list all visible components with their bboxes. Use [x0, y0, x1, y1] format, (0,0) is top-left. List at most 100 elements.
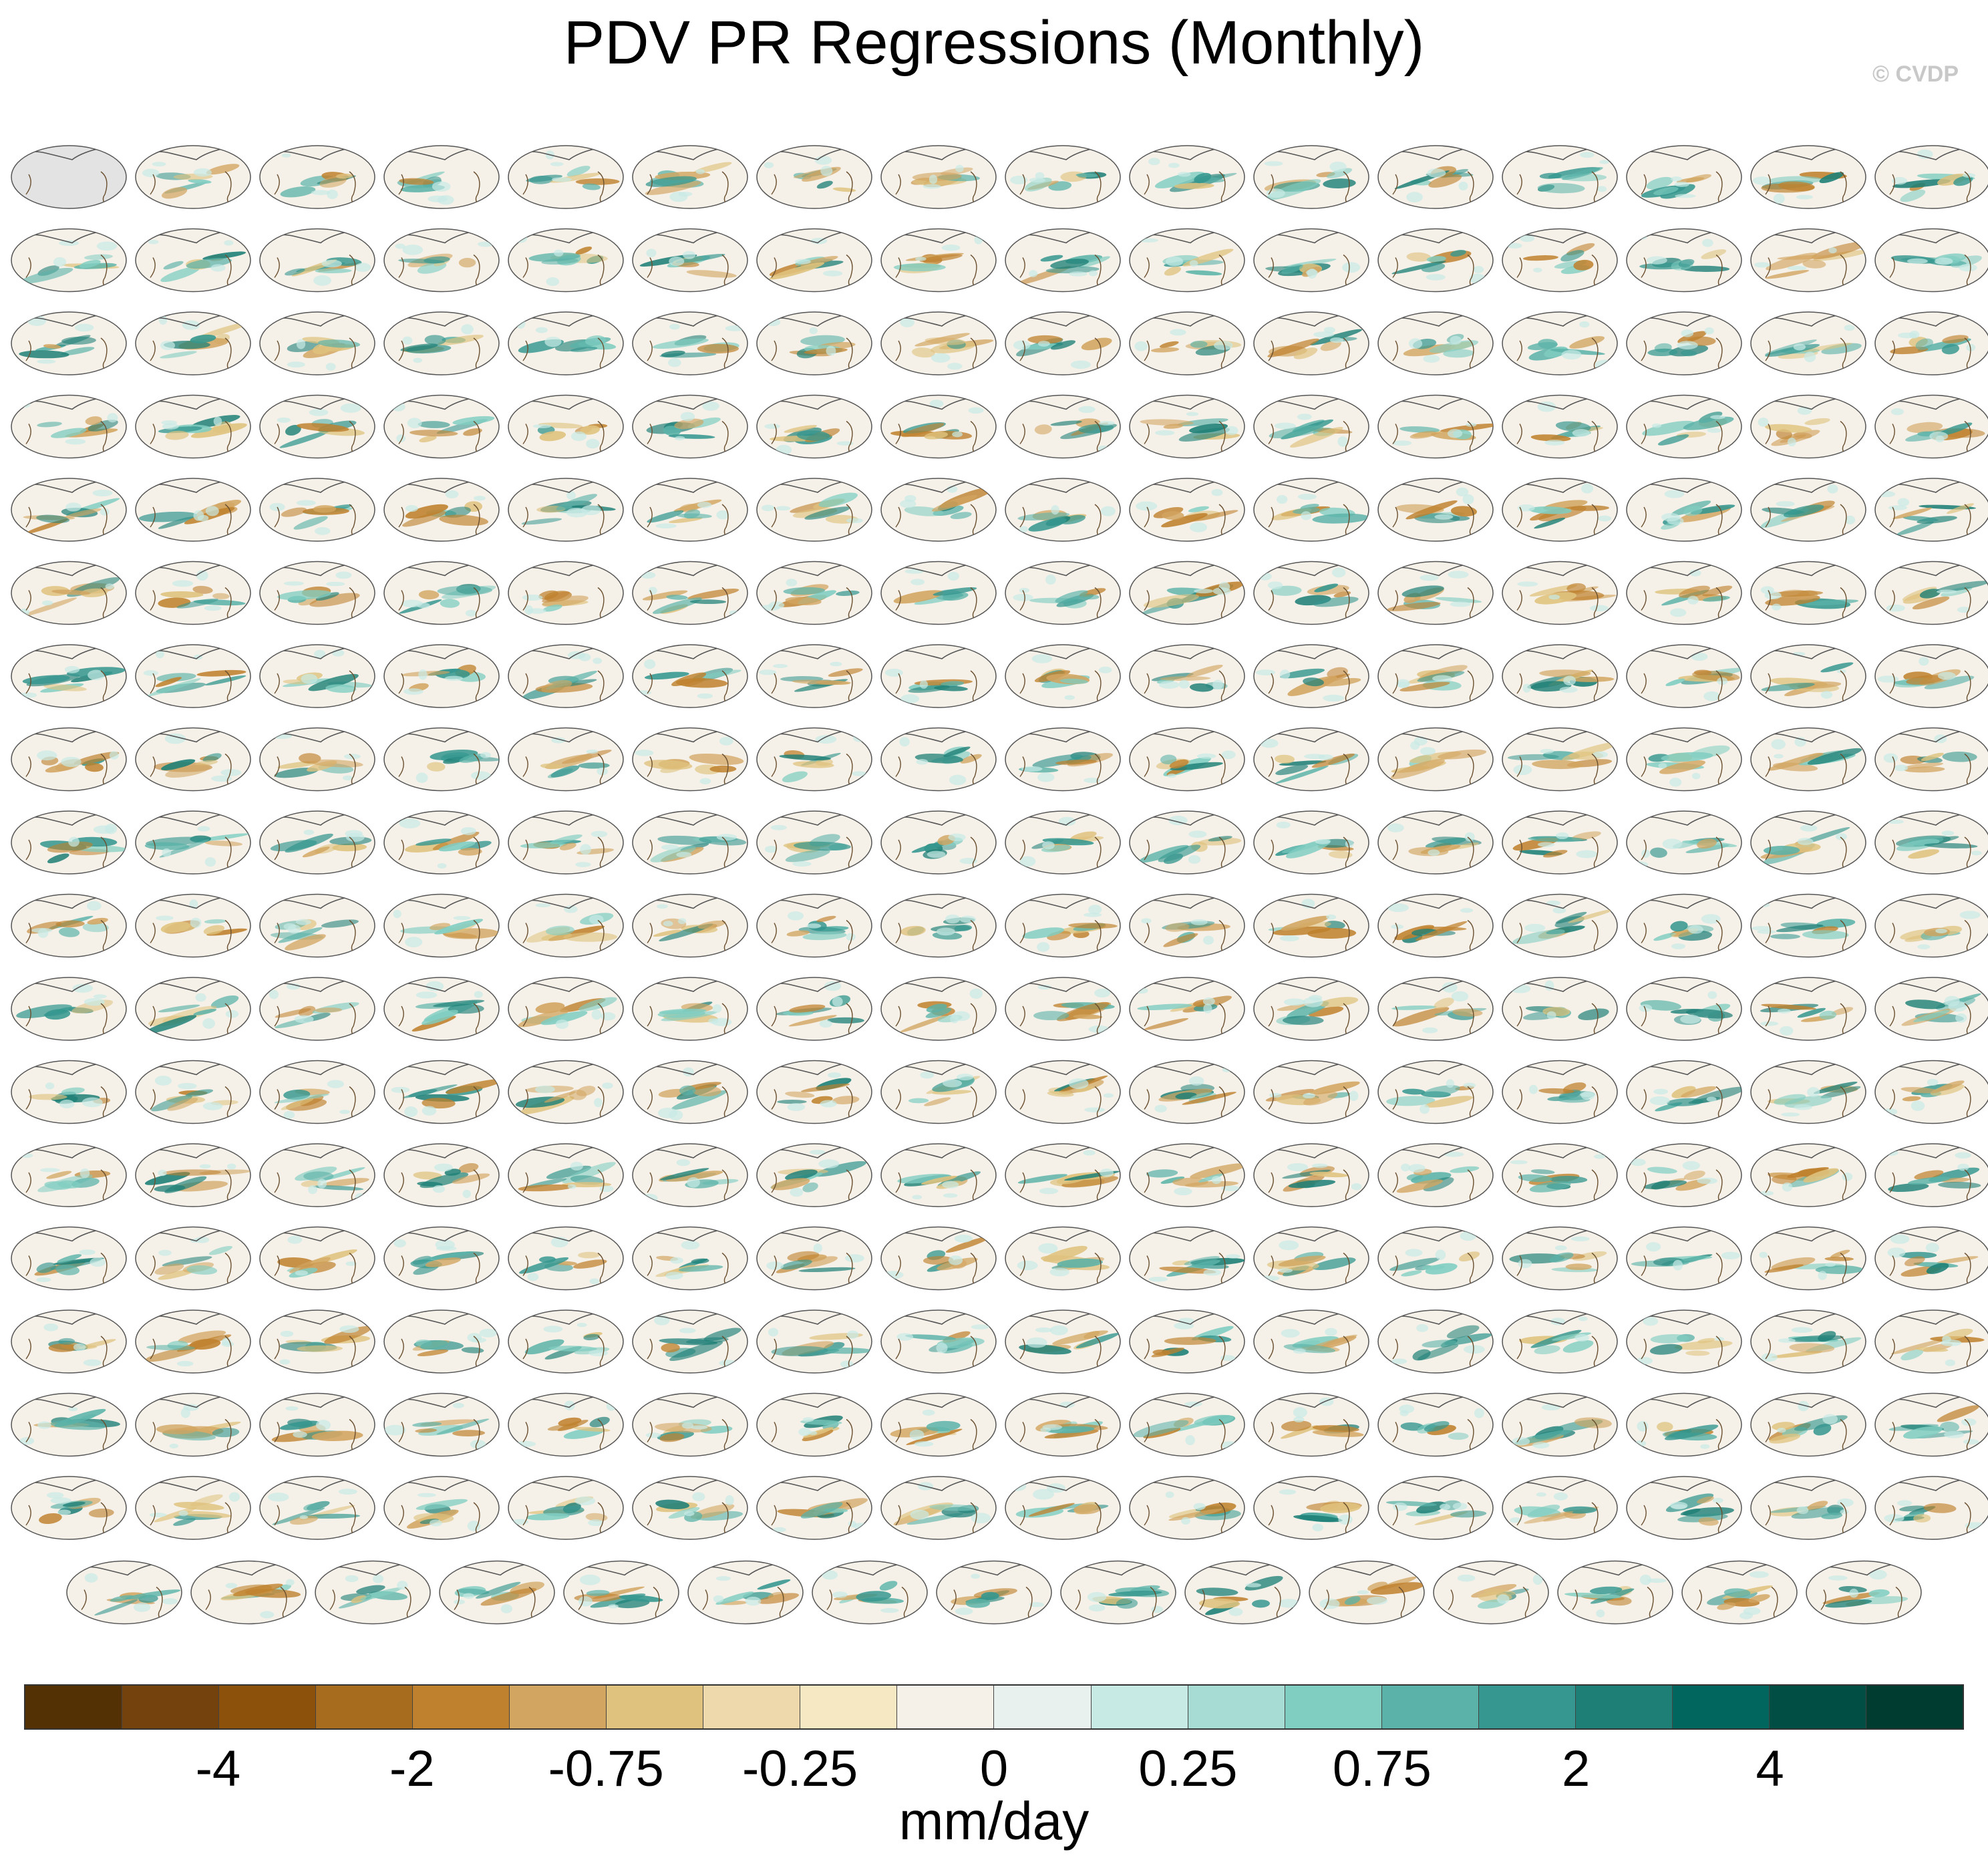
- map-panel: [1874, 977, 1988, 1041]
- map-panel: [383, 1060, 500, 1124]
- map-panel: [632, 977, 748, 1041]
- map-panel: [1626, 1226, 1742, 1291]
- map-panel: [1377, 644, 1494, 708]
- map-panel: [1750, 727, 1866, 792]
- colorbar-tick-label: 0.75: [1332, 1740, 1432, 1797]
- map-panel: [1626, 727, 1742, 792]
- map-panel: [1005, 478, 1121, 542]
- colorbar-swatch: [1575, 1686, 1673, 1728]
- map-panel: [1502, 1060, 1618, 1124]
- map-panel: [1557, 1560, 1673, 1625]
- map-panel: [1626, 478, 1742, 542]
- map-panel: [756, 394, 872, 459]
- map-panel: [135, 561, 251, 625]
- colorbar-swatch: [1285, 1686, 1382, 1728]
- map-panel: [11, 977, 127, 1041]
- colorbar-tick-label: 4: [1756, 1740, 1784, 1797]
- map-panel: [1874, 311, 1988, 375]
- map-panel: [1129, 394, 1245, 459]
- map-panel: [687, 1560, 804, 1625]
- map-panel: [11, 478, 127, 542]
- map-panel: [508, 644, 624, 708]
- map-panel: [259, 394, 375, 459]
- map-panel: [508, 1476, 624, 1540]
- map-panel: [1253, 977, 1369, 1041]
- map-panel: [135, 478, 251, 542]
- map-panel: [135, 1226, 251, 1291]
- map-panel: [1377, 145, 1494, 209]
- map-panel: [259, 1392, 375, 1457]
- map-panel: [1502, 727, 1618, 792]
- colorbar-tick-label: -4: [195, 1740, 241, 1797]
- map-panel: [1377, 893, 1494, 958]
- map-panel: [508, 893, 624, 958]
- map-panel: [1502, 561, 1618, 625]
- map-panel: [1129, 478, 1245, 542]
- colorbar-tick-label: 0: [979, 1740, 1009, 1797]
- map-panel: [383, 1226, 500, 1291]
- map-panel: [259, 644, 375, 708]
- map-panel: [1502, 977, 1618, 1041]
- map-panel: [936, 1560, 1052, 1625]
- map-panel: [11, 1143, 127, 1207]
- map-panel: [1129, 228, 1245, 293]
- map-panel: [1750, 1060, 1866, 1124]
- map-panel: [1874, 893, 1988, 958]
- map-panel: [1005, 561, 1121, 625]
- map-panel: [383, 644, 500, 708]
- map-panel: [756, 977, 872, 1041]
- map-panel: [135, 893, 251, 958]
- map-panel: [1681, 1560, 1798, 1625]
- map-panel: [1253, 1143, 1369, 1207]
- map-panel: [259, 727, 375, 792]
- map-panel: [880, 1309, 997, 1374]
- map-panel: [1502, 1476, 1618, 1540]
- map-panel: [880, 977, 997, 1041]
- map-panel: [1005, 1143, 1121, 1207]
- map-panel: [383, 311, 500, 375]
- map-panel: [880, 1476, 997, 1540]
- map-panel: [383, 145, 500, 209]
- map-panel: [259, 228, 375, 293]
- map-panel: [632, 561, 748, 625]
- map-panel: [135, 1309, 251, 1374]
- map-panel: [383, 1309, 500, 1374]
- map-panel: [1502, 1143, 1618, 1207]
- map-panel: [1626, 893, 1742, 958]
- map-panel: [1874, 810, 1988, 875]
- map-panel: [1502, 1392, 1618, 1457]
- map-panel: [383, 1392, 500, 1457]
- map-panel: [259, 561, 375, 625]
- map-panel: [632, 1392, 748, 1457]
- map-panel: [1129, 561, 1245, 625]
- map-panel: [880, 1060, 997, 1124]
- map-panel: [1433, 1560, 1549, 1625]
- map-panel: [1005, 1476, 1121, 1540]
- map-panel: [1377, 1392, 1494, 1457]
- map-panel: [756, 1143, 872, 1207]
- map-panel: [1253, 1476, 1369, 1540]
- map-panel: [1750, 810, 1866, 875]
- map-panel: [1626, 1309, 1742, 1374]
- map-panel: [259, 1476, 375, 1540]
- colorbar-swatch: [316, 1686, 413, 1728]
- map-panel: [1626, 1392, 1742, 1457]
- map-panel: [632, 228, 748, 293]
- colorbar-swatch: [800, 1686, 898, 1728]
- map-panel: [1129, 311, 1245, 375]
- map-panel: [632, 893, 748, 958]
- map-panel: [1129, 1060, 1245, 1124]
- map-panel: [756, 561, 872, 625]
- map-panel: [383, 810, 500, 875]
- map-panel: [508, 727, 624, 792]
- map-panel: [1129, 1309, 1245, 1374]
- map-panel: [756, 311, 872, 375]
- colorbar-swatch: [994, 1686, 1092, 1728]
- map-panel: [508, 228, 624, 293]
- map-panel: [508, 394, 624, 459]
- map-panel: [812, 1560, 928, 1625]
- map-panel: [1253, 1226, 1369, 1291]
- map-panel: [383, 228, 500, 293]
- colorbar-swatch: [413, 1686, 510, 1728]
- map-panel: [11, 145, 127, 209]
